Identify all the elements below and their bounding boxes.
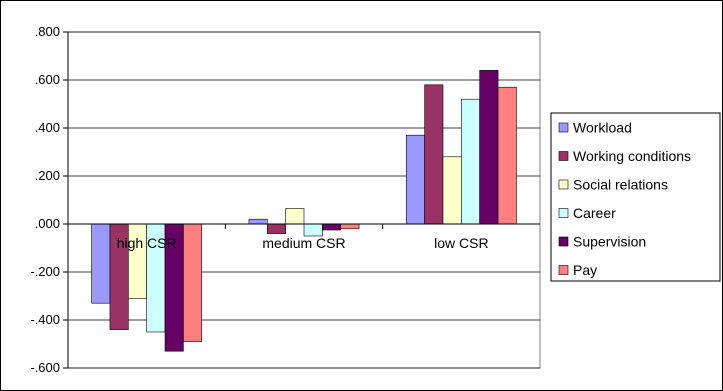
y-tick-label: -.600 [30,360,60,375]
bar [322,223,342,231]
legend-label: Pay [573,262,597,278]
y-tick-label: .400 [35,120,60,135]
category-label: medium CSR [262,235,345,251]
bars [91,70,517,352]
bar [461,98,480,225]
bar [497,86,517,225]
bar [424,84,444,225]
category-label: high CSR [117,235,177,251]
legend-swatch [558,208,569,218]
axes [63,31,540,369]
y-tick-label: .800 [35,24,60,39]
bar [479,70,499,225]
bar [285,208,305,225]
legend-label: Social relations [573,177,668,193]
bar [183,223,203,342]
bar [248,218,268,225]
y-tick-label: .200 [35,168,60,183]
y-axis-tick-labels: .800 .600 .400 .200 .000 -.200 -.400 -.600 [30,24,60,375]
legend-swatch [558,122,569,133]
y-tick-label: -.200 [30,264,60,279]
bar [91,223,111,304]
legend-label: Workload [573,120,632,136]
legend-label: Career [573,205,616,221]
legend-swatch [558,151,569,161]
bar [442,156,462,225]
legend-label: Supervision [573,234,646,250]
legend-box [550,112,721,282]
legend-swatch [558,265,569,275]
bar [340,223,360,230]
bar [266,223,286,234]
legend-swatch [558,179,569,190]
legend-swatch [558,236,569,247]
legend: Workload Working conditions Social relatio… [550,112,721,282]
y-tick-label: -.400 [30,312,60,327]
y-tick-label: .000 [35,216,60,231]
category-labels: high CSR medium CSR low CSR [117,235,489,251]
y-tick-label: .600 [35,72,60,87]
category-label: low CSR [434,235,488,251]
legend-label: Working conditions [573,148,691,164]
bar [405,134,425,225]
